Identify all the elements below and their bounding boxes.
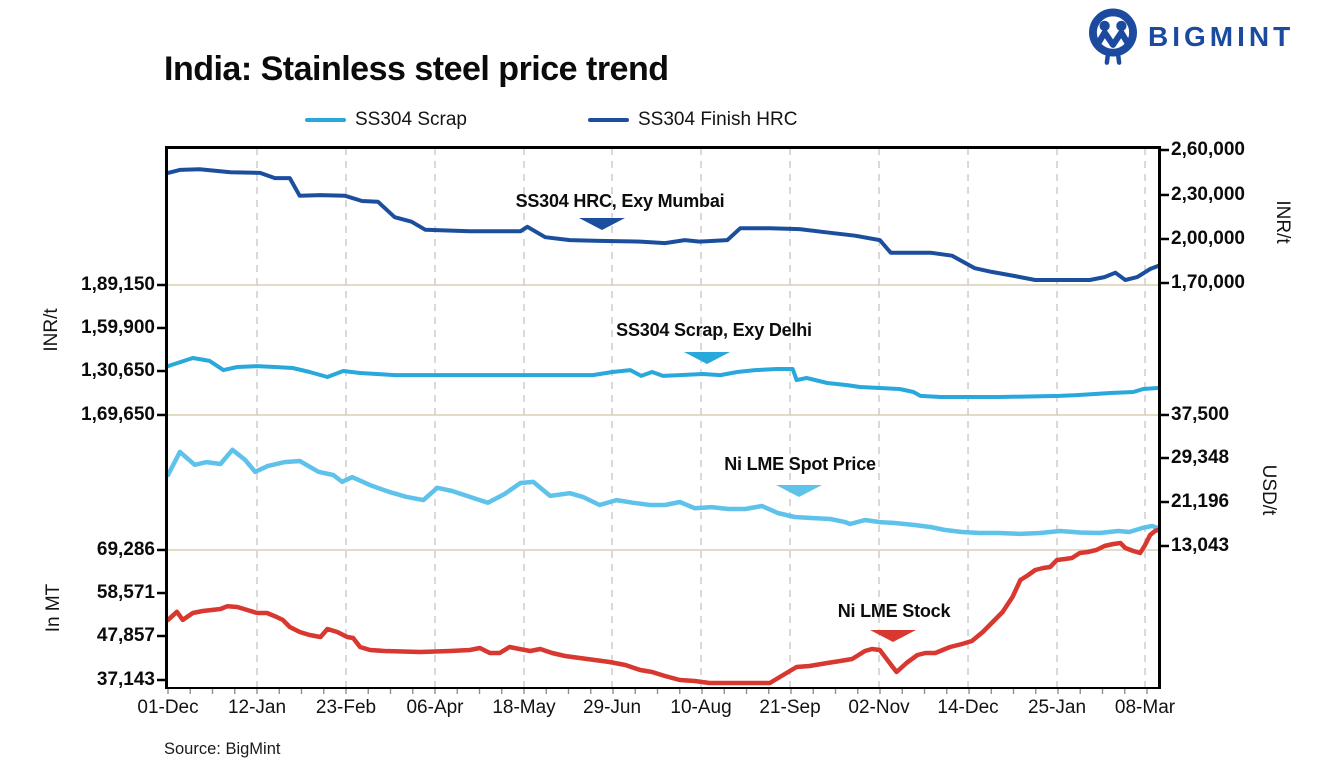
y-axis-tick-label: 37,143 [96, 669, 155, 690]
y-axis-tick-label: 2,00,000 [1171, 227, 1245, 249]
left-axis-spine [165, 146, 168, 688]
x-axis-tick-label: 23-Feb [315, 697, 377, 718]
y-axis-tick-label: 2,60,000 [1171, 138, 1245, 160]
series-annotation-label: Ni LME Spot Price [724, 454, 876, 474]
x-axis-tick-label: 12-Jan [227, 697, 287, 718]
source-note: Source: BigMint [164, 740, 281, 758]
y-axis-tick-label: 1,30,650 [81, 360, 155, 382]
annotation-arrow-icon [684, 352, 730, 364]
y-axis-tick-label: 37,500 [1171, 403, 1230, 425]
y-axis-tick-label: 21,196 [1171, 491, 1230, 513]
page-title: India: Stainless steel price trend [164, 50, 669, 88]
series-annotation-label: SS304 HRC, Exy Mumbai [515, 191, 725, 211]
series-annotation-label: SS304 Scrap, Exy Delhi [616, 320, 812, 340]
legend-line-swatch-icon [588, 118, 629, 122]
x-axis-tick-label: 08-Mar [1114, 697, 1176, 718]
series-line-stock [165, 527, 1161, 686]
annotation-arrow-icon [870, 630, 916, 642]
x-axis-tick-label: 06-Apr [406, 697, 464, 718]
legend-item-hrc: SS304 Finish HRC [588, 108, 797, 132]
axis-unit-inr-right: INR/t [1272, 200, 1293, 244]
x-axis-tick-label: 21-Sep [759, 697, 821, 718]
series-line-spot [165, 447, 1161, 537]
series-annotation-label: Ni LME Stock [837, 601, 951, 621]
x-axis-tick-label: 25-Jan [1027, 697, 1087, 718]
x-axis-tick-label: 10-Aug [670, 697, 732, 718]
bigmint-logo-icon [1089, 8, 1137, 65]
y-axis-tick-label: 69,286 [96, 538, 155, 560]
bigmint-logo: BIGMINT [1086, 8, 1294, 66]
axis-unit-usd-right: USD/t [1258, 464, 1279, 516]
top-axis-spine [165, 146, 1161, 149]
bigmint-logo-text: BIGMINT [1148, 21, 1295, 52]
x-axis-tick-label: 14-Dec [937, 697, 999, 718]
y-axis-tick-label: 13,043 [1171, 534, 1230, 556]
y-axis-tick-label: 1,70,000 [1171, 272, 1245, 293]
legend-item-scrap: SS304 Scrap [305, 108, 467, 132]
annotation-arrow-icon [579, 218, 625, 230]
axis-unit-mt-left: In MT [43, 583, 64, 633]
axis-unit-inr-left: INR/t [41, 308, 62, 352]
y-axis-tick-label: 1,89,150 [81, 273, 155, 295]
legend-label: SS304 Scrap [355, 109, 467, 130]
y-axis-tick-label: 58,571 [96, 582, 155, 603]
series-line-hrc [166, 167, 1160, 282]
right-axis-spine [1158, 146, 1161, 688]
series-line-scrap [166, 356, 1160, 399]
x-axis-tick-label: 29-Jun [582, 697, 642, 718]
x-axis-tick-label: 02-Nov [848, 697, 910, 718]
legend: SS304 Scrap SS304 Finish HRC [0, 108, 1338, 136]
y-axis-tick-label: 47,857 [96, 624, 155, 646]
annotation-arrow-icon [776, 485, 822, 497]
bottom-axis-spine [165, 687, 1161, 689]
x-axis-tick-label: 01-Dec [137, 697, 199, 718]
y-axis-tick-label: 2,30,000 [1171, 183, 1245, 205]
y-axis-tick-label: 1,59,900 [81, 316, 155, 338]
x-axis-tick-label: 18-May [492, 697, 556, 718]
y-axis-tick-label: 29,348 [1171, 447, 1230, 468]
y-axis-tick-label: 1,69,650 [81, 403, 155, 425]
legend-label: SS304 Finish HRC [638, 109, 798, 130]
legend-line-swatch-icon [305, 118, 346, 122]
